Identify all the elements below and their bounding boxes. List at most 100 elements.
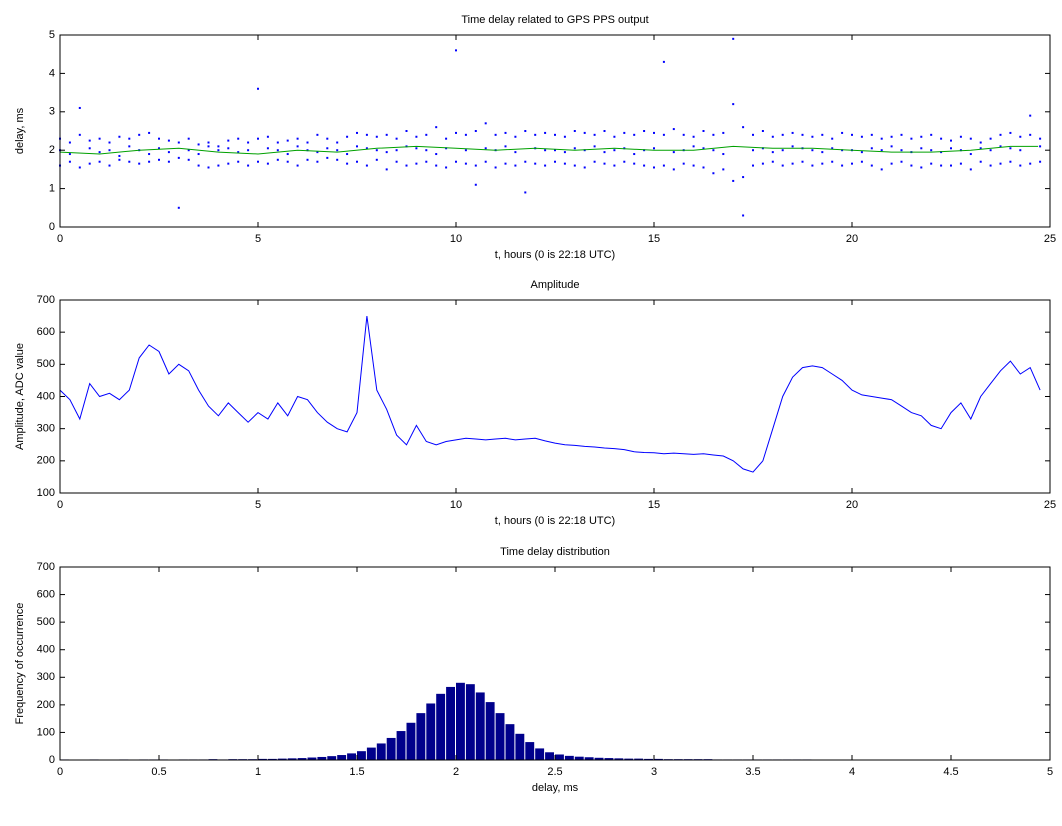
point xyxy=(682,133,685,136)
bar xyxy=(297,758,307,760)
x-tick-label: 25 xyxy=(1044,499,1056,511)
point xyxy=(890,135,893,138)
point xyxy=(98,160,101,163)
point xyxy=(554,149,556,152)
point xyxy=(464,162,467,165)
point xyxy=(247,141,250,144)
x-tick-label: 0.5 xyxy=(151,766,166,778)
bar xyxy=(416,713,426,760)
bar xyxy=(366,747,376,760)
point xyxy=(68,160,71,163)
point xyxy=(128,137,131,140)
point xyxy=(662,133,665,136)
point xyxy=(138,133,141,136)
point xyxy=(811,149,814,152)
point xyxy=(860,160,863,163)
point xyxy=(237,137,240,140)
point xyxy=(78,133,81,136)
bar xyxy=(426,703,436,760)
x-tick-label: 15 xyxy=(648,499,660,511)
y-tick-label: 0 xyxy=(49,754,55,766)
point xyxy=(1029,162,1032,165)
point xyxy=(445,166,448,169)
point xyxy=(78,106,81,109)
point xyxy=(425,160,428,163)
bar xyxy=(644,758,653,760)
point xyxy=(583,166,586,169)
point xyxy=(593,145,596,148)
x-tick-label: 0 xyxy=(57,499,63,511)
point xyxy=(257,137,259,140)
point xyxy=(247,149,250,152)
point xyxy=(346,153,349,156)
point xyxy=(138,162,141,165)
point xyxy=(870,133,873,136)
point xyxy=(702,130,705,132)
x-axis-label: delay, ms xyxy=(532,782,579,794)
point xyxy=(435,153,438,156)
point xyxy=(187,158,190,161)
bar xyxy=(574,756,584,760)
y-tick-label: 600 xyxy=(37,326,55,338)
point xyxy=(851,133,853,136)
chart-title: Time delay distribution xyxy=(500,546,610,558)
bar xyxy=(614,758,624,760)
bar xyxy=(258,758,267,760)
point xyxy=(474,164,477,167)
point xyxy=(920,166,923,169)
x-tick-label: 5 xyxy=(255,233,261,245)
point xyxy=(316,133,319,136)
point xyxy=(613,164,616,167)
point xyxy=(484,122,487,125)
point xyxy=(880,168,883,171)
y-tick-label: 3 xyxy=(49,106,55,118)
point xyxy=(1029,133,1032,136)
point xyxy=(1039,160,1042,163)
point xyxy=(306,141,309,144)
point xyxy=(167,160,170,163)
point xyxy=(692,164,695,167)
point xyxy=(1009,160,1012,163)
point xyxy=(336,141,339,144)
point xyxy=(148,131,151,134)
point xyxy=(643,164,646,167)
plot-area xyxy=(60,35,1050,227)
x-tick-label: 1.5 xyxy=(349,766,364,778)
point xyxy=(455,49,457,52)
point xyxy=(613,135,616,138)
point xyxy=(514,151,517,154)
point xyxy=(841,131,844,134)
point xyxy=(266,147,269,150)
bar xyxy=(456,682,465,760)
point xyxy=(395,160,398,163)
point xyxy=(831,137,834,140)
point xyxy=(633,162,636,165)
x-tick-label: 10 xyxy=(450,233,462,245)
point xyxy=(593,133,596,136)
point xyxy=(296,164,299,167)
point xyxy=(722,168,725,171)
point xyxy=(1039,137,1042,140)
point xyxy=(68,153,71,156)
bar xyxy=(396,731,406,760)
x-tick-label: 3 xyxy=(651,766,657,778)
point xyxy=(722,153,725,156)
y-tick-label: 100 xyxy=(37,726,55,738)
point xyxy=(969,168,972,171)
point xyxy=(494,133,497,136)
point xyxy=(346,135,349,138)
point xyxy=(989,137,992,140)
point xyxy=(326,137,329,140)
point xyxy=(771,151,774,154)
point xyxy=(999,133,1002,136)
point xyxy=(187,149,190,152)
x-tick-label: 10 xyxy=(450,499,462,511)
bar xyxy=(347,753,356,760)
y-tick-label: 700 xyxy=(37,561,55,573)
y-tick-label: 1 xyxy=(49,183,55,195)
point xyxy=(158,158,160,161)
plot-frame xyxy=(59,34,1051,228)
point xyxy=(336,158,339,161)
point xyxy=(702,166,705,169)
